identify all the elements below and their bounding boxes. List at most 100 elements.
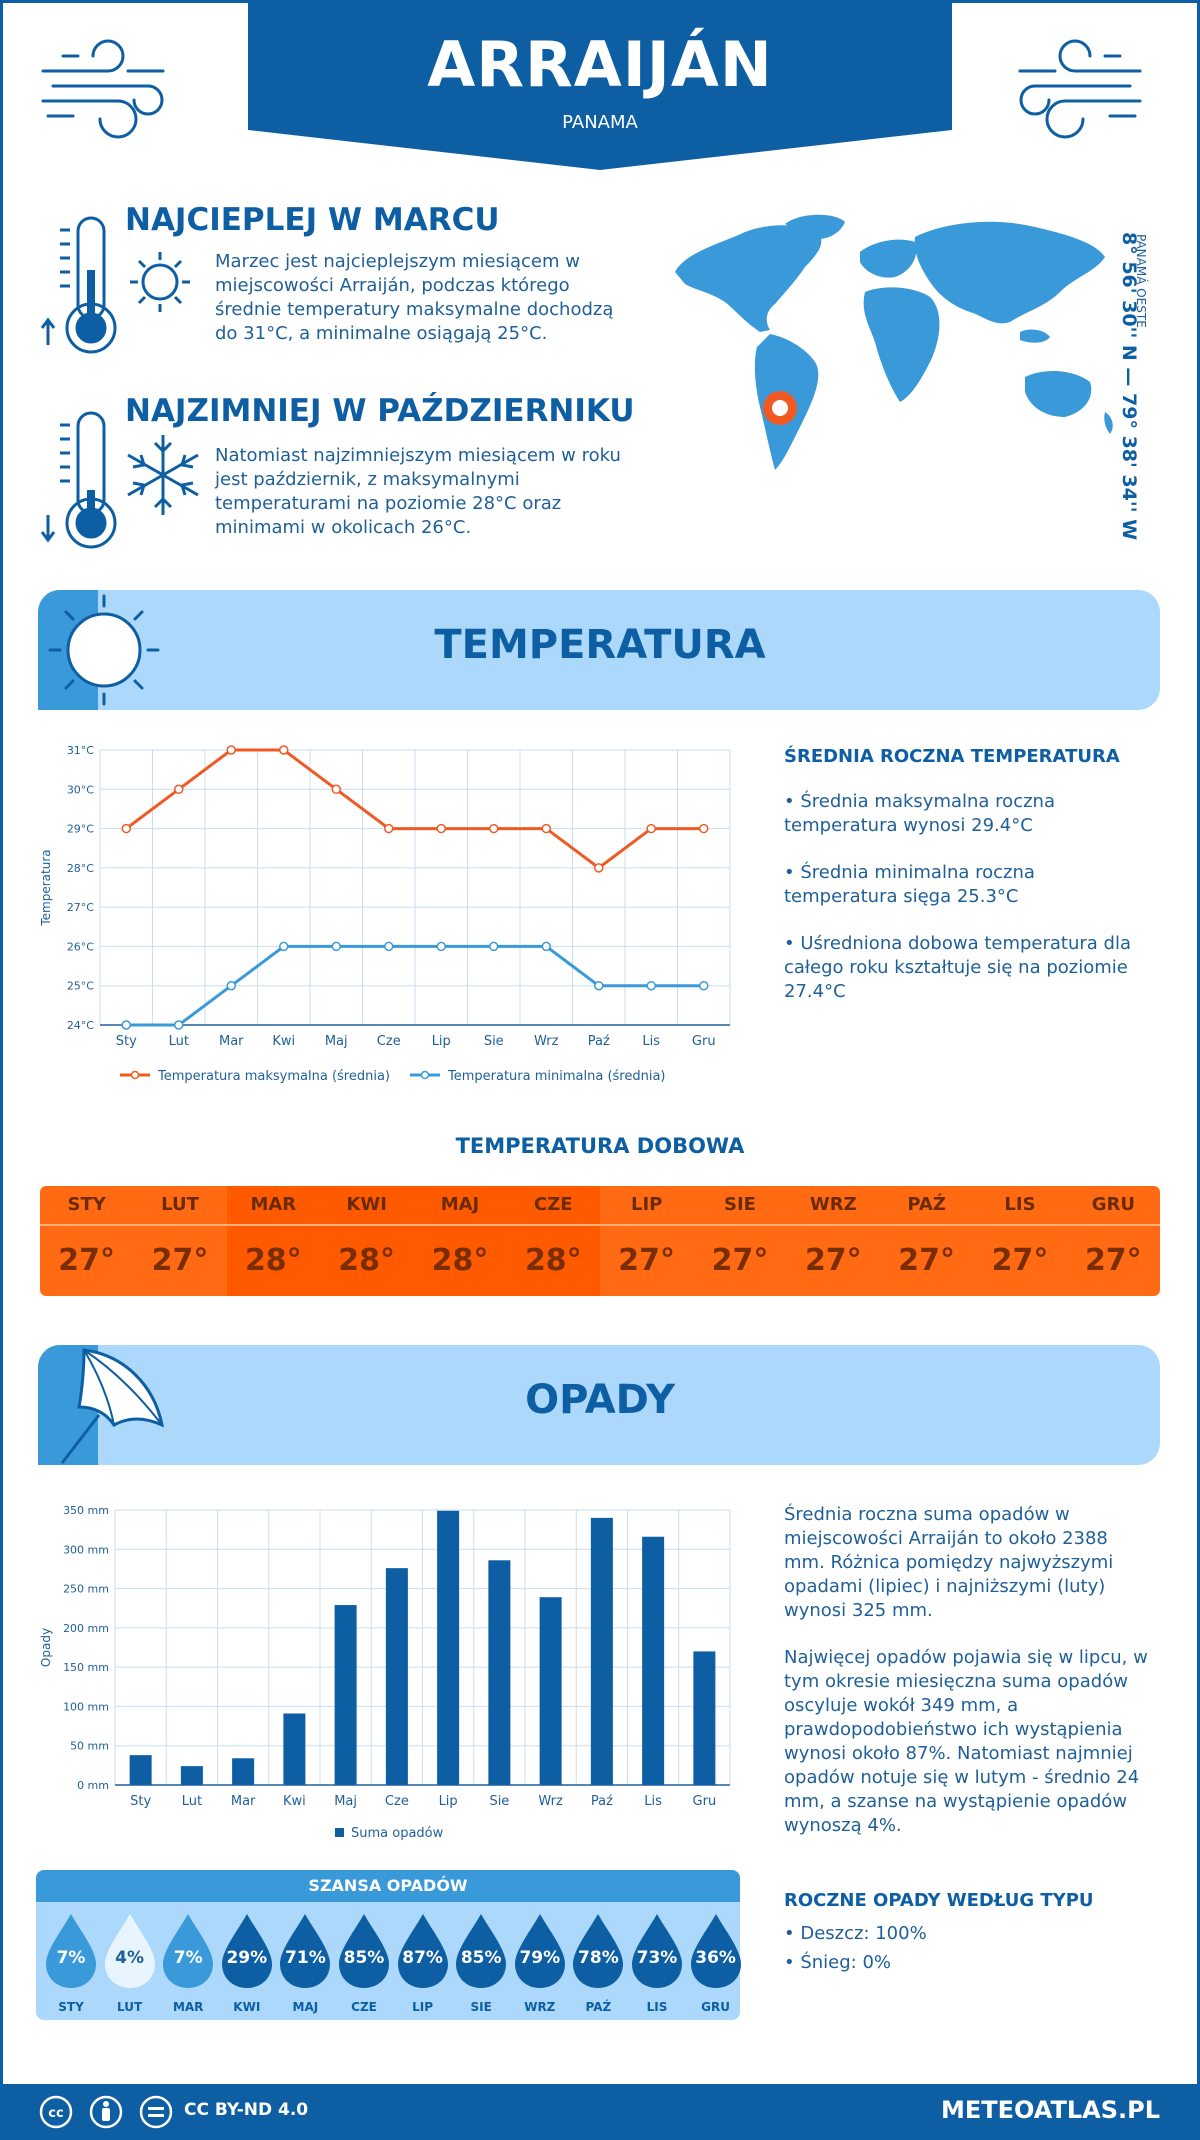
chance-drop: 85% CZE (337, 1912, 391, 2014)
daily-temp-cell: LIS 27° (973, 1186, 1067, 1296)
daily-temp-value: 27° (1084, 1243, 1142, 1278)
chance-month: GRU (701, 2000, 731, 2014)
daily-temp-month: GRU (1091, 1194, 1135, 1215)
annual-temp-bullet-3: • Uśredniona dobowa temperatura dla całe… (784, 933, 1132, 1002)
daily-temp-month: MAR (250, 1194, 297, 1215)
daily-temp-value: 28° (431, 1243, 489, 1278)
chance-drop: 73% LIS (630, 1912, 684, 2014)
chance-drop: 78% PAŹ (571, 1912, 625, 2014)
daily-temp-value: 27° (898, 1243, 956, 1278)
daily-temp-cell: CZE 28° (506, 1186, 600, 1296)
chance-month: SIE (470, 2000, 492, 2014)
chance-drop: 29% KWI (220, 1912, 274, 2014)
x-tick-label: Sie (489, 1794, 509, 1809)
drop-icon (397, 1914, 448, 1988)
daily-temp-cell: LIP 27° (600, 1186, 694, 1296)
data-point (594, 980, 604, 991)
daily-temp-value: 27° (58, 1243, 116, 1278)
x-tick-label: Maj (334, 1794, 357, 1809)
precipitation-chart: 0 mm 50 mm 100 mm 150 mm 200 mm 250 mm 300 mm 3… (39, 1504, 731, 1841)
data-point (646, 823, 656, 834)
legend-label: Temperatura maksymalna (średnia) (157, 1069, 390, 1084)
daily-temp-cell: WRZ 27° (786, 1186, 880, 1296)
data-point (279, 941, 289, 952)
data-point (489, 823, 499, 834)
daily-temp-month: LIP (630, 1194, 663, 1215)
daily-temp-value: 27° (991, 1243, 1049, 1278)
y-tick-label: 24°C (67, 1019, 94, 1032)
chance-drop: 85% SIE (454, 1912, 508, 2014)
precip-bar (590, 1517, 613, 1785)
data-point (226, 980, 236, 991)
y-tick-label: 50 mm (70, 1740, 109, 1753)
precip-type-title: ROCZNE OPADY WEDŁUG TYPU (784, 1890, 1094, 1911)
x-tick-label: Kwi (272, 1034, 295, 1049)
drop-icon (339, 1914, 389, 1988)
y-tick-label: 27°C (67, 901, 94, 914)
data-point (121, 1020, 131, 1030)
x-tick-label: Lut (169, 1034, 189, 1049)
x-tick-label: Kwi (283, 1794, 306, 1809)
precip-bar (437, 1510, 460, 1785)
daily-temp-strip: STY 27° LUT 27° MAR 28° KWI 28° MAJ 28° CZE 28° LIP 2… (40, 1186, 1160, 1296)
coldest-title: NAJZIMNIEJ W PAŹDZIERNIKU (125, 393, 635, 429)
daily-temp-month: KWI (346, 1194, 387, 1215)
annual-temp-title: ŚREDNIA ROCZNA TEMPERATURA (784, 746, 1120, 767)
y-tick-label: 26°C (67, 940, 94, 953)
daily-temp-cell: MAR 28° (226, 1186, 320, 1296)
chance-title: SZANSA OPADÓW (36, 1870, 740, 1902)
daily-temp-month: CZE (534, 1194, 573, 1215)
chance-value: 79% (519, 1948, 561, 1968)
world-map (675, 214, 1113, 470)
chance-value: 4% (115, 1948, 145, 1968)
y-axis-label: Temperatura (39, 849, 53, 926)
chance-drop: 7% MAR (161, 1912, 215, 2014)
chance-month: STY (58, 2000, 84, 2014)
drop-icon (280, 1914, 331, 1988)
x-tick-label: Wrz (538, 1794, 563, 1809)
x-tick-label: Lip (432, 1034, 451, 1049)
daily-temp-cell: SIE 27° (693, 1186, 787, 1296)
y-tick-label: 250 mm (63, 1583, 109, 1596)
chance-value: 29% (226, 1948, 268, 1968)
data-point (384, 823, 394, 834)
chance-drop: 4% LUT (103, 1912, 157, 2014)
daily-temp-month: LIS (1004, 1194, 1036, 1215)
city-title: ARRAIJÁN (427, 28, 773, 101)
site-link[interactable]: METEOATLAS.PL (940, 2096, 1160, 2124)
data-point (174, 784, 184, 795)
precip-bar (385, 1568, 408, 1785)
warmest-title: NAJCIEPLEJ W MARCU (125, 202, 500, 238)
y-axis-label: Opady (39, 1628, 53, 1667)
data-point (646, 980, 656, 991)
y-tick-label: 30°C (67, 783, 94, 796)
chance-value: 71% (285, 1948, 326, 1968)
data-point (279, 745, 289, 755)
daily-temp-cell: PAŹ 27° (880, 1186, 974, 1296)
data-point (226, 745, 236, 755)
chance-month: PAŹ (585, 2000, 612, 2014)
series-line (125, 748, 704, 870)
data-point (541, 823, 551, 834)
data-point (699, 823, 709, 834)
data-point (436, 823, 446, 834)
legend-swatch (335, 1828, 344, 1837)
daily-temp-value: 27° (151, 1243, 209, 1278)
data-point (174, 1020, 184, 1030)
drop-icon (514, 1914, 565, 1988)
daily-temp-cell: KWI 28° (320, 1186, 414, 1296)
x-tick-label: Maj (325, 1034, 348, 1049)
precip-bar (180, 1766, 203, 1785)
wind-icon-right (1018, 39, 1142, 139)
legend-label: Temperatura minimalna (średnia) (447, 1069, 665, 1084)
chance-drop: 71% MAJ (278, 1912, 332, 2014)
daily-temp-cell: GRU 27° (1066, 1186, 1160, 1296)
chance-value: 73% (636, 1948, 678, 1968)
wind-icon (41, 39, 165, 139)
precip-bar (693, 1651, 716, 1785)
precip-text-1: Średnia roczna suma opadów w miejscowośc… (784, 1504, 1114, 1621)
title-banner (248, 0, 952, 170)
daily-temp-cell: MAJ 28° (413, 1186, 507, 1296)
data-point (331, 941, 341, 952)
y-tick-label: 25°C (67, 980, 94, 993)
